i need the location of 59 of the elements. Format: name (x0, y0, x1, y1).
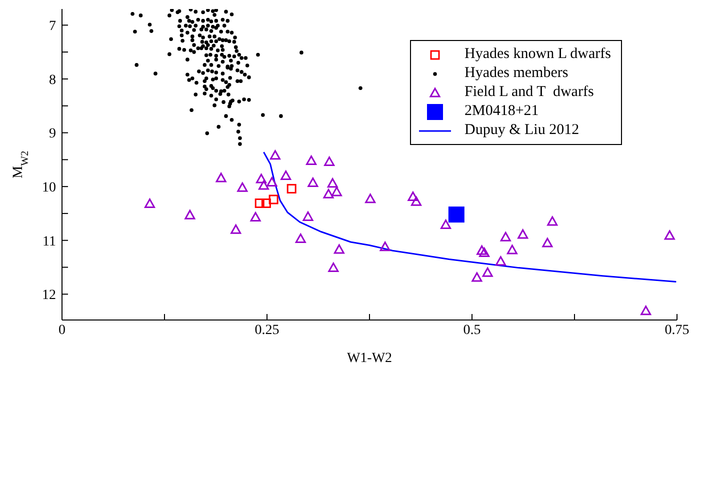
point (482, 267, 493, 277)
point (184, 210, 196, 220)
point (286, 184, 296, 194)
point (542, 238, 553, 248)
legend-label: Dupuy & Liu 2012 (464, 121, 580, 140)
point (334, 244, 344, 254)
point (230, 224, 242, 234)
point (408, 192, 418, 202)
point (308, 178, 318, 188)
point (410, 196, 422, 206)
y-tick-label: 8 (49, 72, 56, 88)
point (256, 174, 267, 184)
line-series (262, 151, 677, 283)
point (237, 182, 248, 192)
x-tick-label: 0.75 (664, 322, 690, 338)
point (266, 177, 278, 187)
point (258, 180, 269, 190)
point (295, 234, 306, 244)
point (280, 170, 292, 180)
point (323, 188, 334, 198)
point (506, 244, 518, 254)
point (216, 172, 226, 182)
point (518, 229, 528, 239)
point (500, 232, 511, 242)
point (254, 198, 264, 208)
y-tick-label: 11 (42, 234, 56, 250)
legend-label: 2M0418+21 (464, 102, 539, 121)
point (664, 230, 675, 240)
legend-label: Hyades members (464, 64, 568, 83)
point (331, 186, 342, 196)
x-tick-label: 0 (58, 322, 66, 338)
point (261, 198, 271, 208)
y-tick-label: 9 (49, 126, 56, 142)
point (268, 194, 278, 204)
legend-label: Field L and T dwarfs (464, 83, 594, 102)
y-tick-label: 12 (42, 288, 56, 304)
point (380, 242, 390, 252)
point (495, 256, 506, 266)
point (440, 220, 452, 230)
point (472, 272, 482, 282)
point (328, 262, 339, 272)
point (547, 216, 558, 226)
point (479, 247, 490, 257)
point (640, 306, 652, 316)
legend-label: Hyades known L dwarfs (464, 45, 611, 64)
point (144, 198, 155, 208)
point (324, 156, 335, 166)
point (302, 211, 314, 221)
y-tick-label: 10 (42, 180, 56, 196)
point (476, 245, 488, 255)
point (365, 194, 376, 204)
y-tick-label: 7 (49, 19, 56, 34)
point (306, 155, 317, 165)
x-tick-label: 0.5 (463, 322, 481, 338)
point (270, 150, 280, 160)
point (250, 212, 261, 222)
x-axis-title: W1-W2 (346, 351, 392, 366)
point (327, 178, 338, 188)
x-tick-label: 0.25 (254, 322, 280, 338)
